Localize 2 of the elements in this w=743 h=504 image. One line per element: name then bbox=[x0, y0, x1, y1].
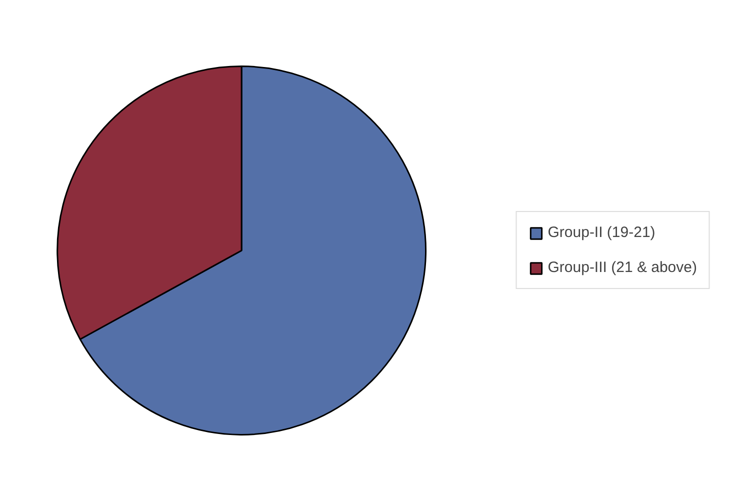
legend-label: Group-III (21 & above) bbox=[548, 259, 697, 276]
legend-label: Group-II (19-21) bbox=[548, 224, 656, 241]
